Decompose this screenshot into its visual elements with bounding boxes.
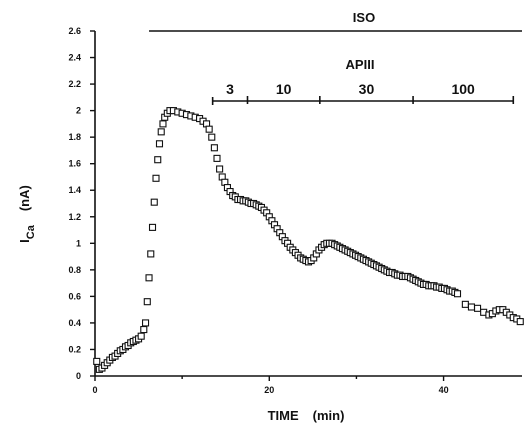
data-point [216, 165, 224, 173]
data-point [210, 144, 218, 152]
data-point [467, 303, 476, 311]
data-point [516, 318, 524, 326]
data-point [147, 250, 155, 258]
data-point [140, 326, 148, 334]
data-point [208, 133, 216, 141]
iso-label: ISO [353, 10, 375, 25]
data-point [150, 198, 158, 206]
apiii-dose-label: 10 [276, 81, 292, 97]
data-point [205, 125, 213, 133]
data-point [159, 120, 167, 128]
data-point [155, 140, 164, 148]
x-tick-label: 40 [439, 385, 449, 395]
apiii-dose-label: 3 [226, 81, 234, 97]
data-point [474, 304, 482, 312]
annotation-layer: ISO APIII 3 10 30 100 [149, 10, 522, 105]
y-tick-label: 1 [76, 238, 81, 248]
y-tick-label: 0.6 [68, 291, 81, 301]
data-point [453, 290, 462, 298]
data-point [461, 300, 469, 308]
y-axis-title-main: I [17, 239, 32, 243]
x-axis-title-main: TIME [268, 408, 299, 423]
y-tick-label: 0 [76, 371, 81, 381]
x-axis-title: TIME (min) [268, 408, 345, 423]
y-tick-label: 0.4 [68, 318, 81, 328]
y-axis-title-sub: Ca [25, 224, 37, 239]
x-tick-label: 0 [92, 385, 97, 395]
y-tick-label: 1.2 [68, 212, 81, 222]
axes [90, 30, 522, 381]
axis-labels: 0 0.2 0.4 0.6 0.8 1 1.2 1.4 1.6 1.8 2 2.2 2.4 2.6 0 20 4… [17, 26, 449, 423]
apiii-label: APIII [346, 57, 375, 72]
apiii-dose-label: 100 [451, 81, 475, 97]
y-axis-title-unit: (nA) [17, 185, 32, 211]
x-tick-label: 20 [264, 385, 274, 395]
x-axis-title-unit: (min) [313, 408, 345, 423]
data-points [93, 107, 524, 373]
y-tick-label: 1.8 [68, 132, 81, 142]
y-tick-label: 2.4 [68, 53, 81, 63]
y-tick-label: 2.6 [68, 26, 81, 36]
y-tick-label: 2 [76, 106, 81, 116]
y-tick-label: 2.2 [68, 79, 81, 89]
y-tick-label: 0.8 [68, 265, 81, 275]
y-tick-label: 0.2 [68, 344, 81, 354]
apiii-dose-label: 30 [359, 81, 375, 97]
data-point [143, 298, 151, 306]
y-tick-label: 1.6 [68, 159, 81, 169]
data-point [93, 357, 101, 365]
data-point [137, 332, 145, 340]
data-point [148, 223, 157, 231]
data-point [141, 319, 150, 327]
data-point [213, 154, 221, 162]
y-tick-label: 1.4 [68, 185, 81, 195]
data-point [154, 156, 162, 164]
data-point [145, 274, 153, 282]
y-axis-title: ICa (nA) [17, 185, 37, 243]
y-axis-title-text: ICa (nA) [17, 185, 37, 243]
data-point [157, 128, 165, 136]
data-point [152, 174, 160, 182]
